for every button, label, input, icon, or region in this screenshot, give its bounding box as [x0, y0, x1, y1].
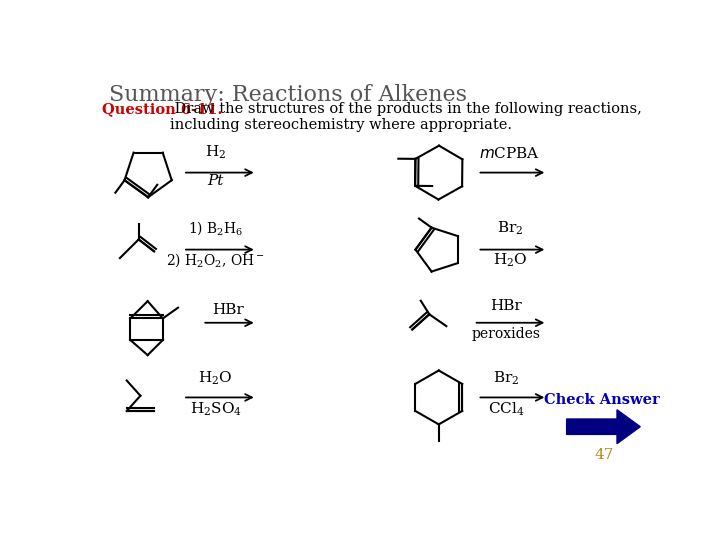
Text: Draw the structures of the products in the following reactions,
including stereo: Draw the structures of the products in t…	[170, 102, 642, 132]
Text: $\mathregular{H_2SO_4}$: $\mathregular{H_2SO_4}$	[189, 401, 241, 418]
Text: $\it{m}$CPBA: $\it{m}$CPBA	[480, 146, 541, 161]
Text: Summary: Reactions of Alkenes: Summary: Reactions of Alkenes	[109, 84, 467, 106]
Polygon shape	[567, 410, 640, 444]
Text: Question 6-11.: Question 6-11.	[102, 102, 222, 116]
Text: HBr: HBr	[212, 302, 244, 316]
Text: $\mathregular{H_2O}$: $\mathregular{H_2O}$	[493, 251, 527, 268]
Text: peroxides: peroxides	[472, 327, 541, 341]
Text: 2) $\mathregular{H_2O_2}$, OH$^-$: 2) $\mathregular{H_2O_2}$, OH$^-$	[166, 251, 265, 269]
Text: $\mathregular{Br_2}$: $\mathregular{Br_2}$	[497, 220, 523, 237]
Text: Pt: Pt	[207, 174, 224, 188]
Text: HBr: HBr	[490, 299, 522, 313]
Text: $\mathregular{H_2}$: $\mathregular{H_2}$	[205, 144, 226, 161]
Text: 1) $\mathregular{B_2H_6}$: 1) $\mathregular{B_2H_6}$	[188, 219, 243, 237]
Text: $\mathregular{H_2O}$: $\mathregular{H_2O}$	[198, 369, 233, 387]
Text: $\mathregular{Br_2}$: $\mathregular{Br_2}$	[493, 369, 519, 387]
Text: $\mathregular{CCl_4}$: $\mathregular{CCl_4}$	[488, 401, 524, 418]
Text: Check Answer: Check Answer	[544, 393, 660, 407]
Text: 47: 47	[594, 448, 613, 462]
